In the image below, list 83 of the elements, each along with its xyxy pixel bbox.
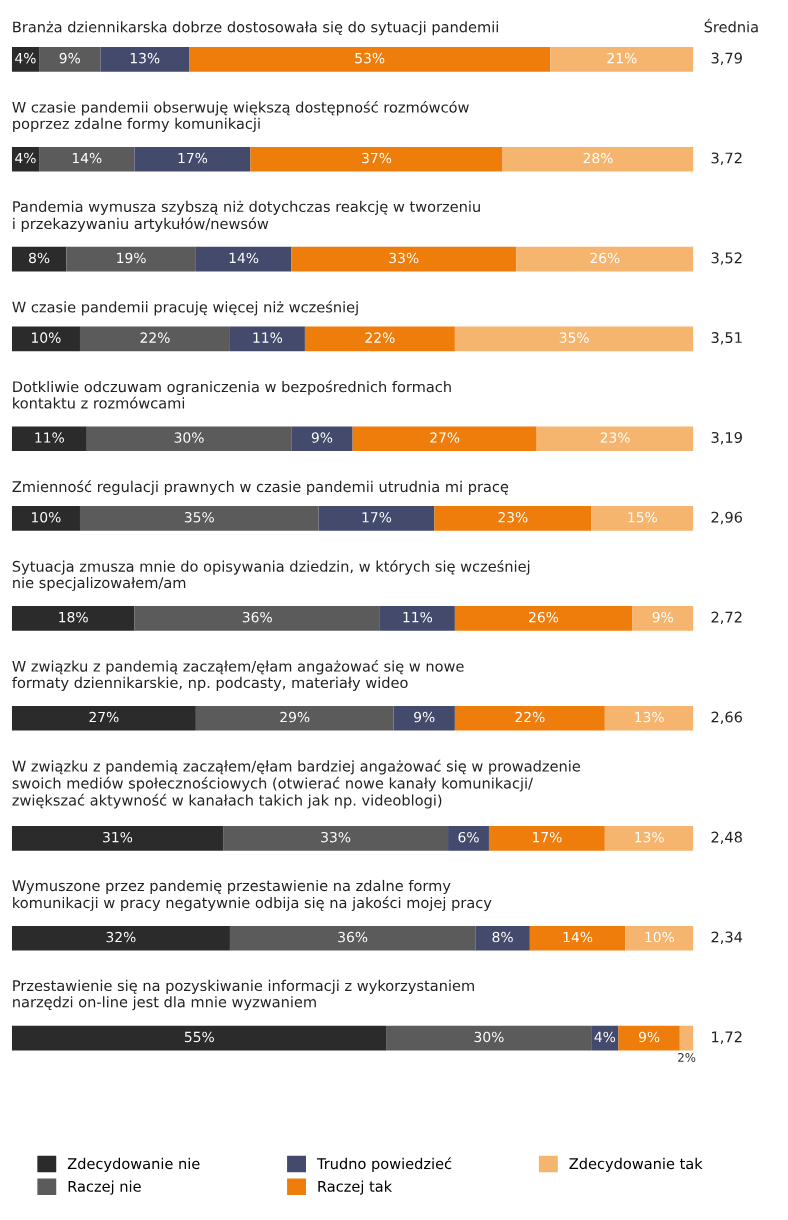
data-label: 35% [559,332,589,343]
text: 3,19 [711,431,742,445]
data-label: 4% [594,1031,616,1043]
data-label: 9% [311,432,333,443]
text: 1,72 [712,1031,742,1044]
y-tick-label: Przestawienie się na pozyskiwanie informacji z wykorzystaniem narzędzi on-line jest dla mnie wyzwaniem [13,979,474,1011]
data-label: 9% [414,711,435,723]
data-label: 8% [29,252,50,264]
data-label: 10% [645,931,675,943]
text: 2,48 [711,831,742,845]
legend-label: Zdecydowanie nie [67,1157,200,1172]
data-label: 13% [635,711,664,723]
legend-label: Raczej nie [68,1180,141,1195]
text: 2,96 [711,511,743,525]
data-label: 17% [532,831,562,843]
data-label: 11% [253,332,283,343]
data-label: 9% [652,611,674,623]
data-label: 33% [321,831,351,843]
y-tick-label: Pandemia wymusza szybszą niż dotychczas reakcję w tworzeniu i przekazywaniu artykułów/newsów [13,200,480,232]
data-label: 4% [15,152,36,164]
text: 3,52 [711,252,742,265]
data-label: 30% [174,432,204,443]
data-label: 17% [362,511,392,523]
data-label: 23% [498,511,528,523]
legend-label: Zdecydowanie tak [569,1157,703,1172]
data-label: 23% [600,432,630,443]
data-label: 14% [563,931,593,943]
y-tick-label: Dotkliwie odczuwam ograniczenia w bezpośrednich formach kontaktu z rozmówcami [13,380,451,409]
data-label: 29% [280,711,310,723]
text: 3,72 [711,152,742,165]
text: 2,72 [711,611,742,625]
data-label: 13% [130,52,160,64]
y-tick-label: Sytuacja zmusza mnie do opisywania dziedzin, w których się wcześniej nie specjalizowałem/am [12,559,530,592]
data-label: 14% [229,252,259,264]
data-label: 13% [635,831,664,843]
data-label: 15% [628,511,657,523]
y-tick-label: Branża dziennikarska dobrze dostosowała się do sytuacji pandemii [13,21,498,36]
data-label: 10% [31,511,61,523]
legend-label: Raczej tak [318,1180,393,1195]
data-label: 26% [590,252,620,264]
data-label: 36% [242,611,272,623]
data-label: 35% [184,511,214,523]
data-label: 36% [338,931,368,943]
data-label: 11% [35,432,64,443]
data-label: 37% [362,152,392,164]
y-tick-label: Wymuszone przez pandemię przestawienie na zdalne formy komunikacji w pracy negatywnie odbija się na jakości mojej pracy [12,879,492,912]
y-tick-label: Zmienność regulacji prawnych w czasie pandemii utrudnia mi pracę [12,480,509,495]
text: 2,66 [711,711,743,724]
data-label: 10% [31,332,61,343]
data-label: 28% [583,152,613,164]
y-tick-label: W związku z pandemią zacząłem/ęłam bardziej angażować się w prowadzenie swoich mediów społecznościowych (otwierać nowe kanały komunikacji/ zwiększać aktywność w kanałach takich jak np. videoblogi) [12,759,581,809]
data-label: 33% [389,252,419,264]
data-label: 31% [103,831,133,843]
data-label: 9% [638,1031,660,1043]
data-label: 27% [430,432,460,443]
data-label: 2% [678,1052,696,1062]
data-label: 4% [15,52,36,64]
text: Średnia [704,18,758,33]
text: 2,34 [711,931,743,944]
legend-label: Trudno powiedzieć [316,1157,452,1172]
data-label: 22% [140,332,170,343]
data-label: 18% [59,611,88,623]
data-label: 14% [72,152,102,164]
data-label: 30% [474,1031,504,1043]
data-label: 19% [117,252,146,264]
y-tick-label: W czasie pandemii obserwuję większą dostępność rozmówców poprzez zdalne formy komunikacji [12,100,469,132]
data-label: 11% [403,611,433,623]
text: 3,51 [711,332,742,345]
data-label: 21% [607,52,637,64]
data-label: 55% [184,1031,214,1043]
data-label: 53% [355,52,385,64]
data-label: 32% [106,931,136,943]
data-label: 6% [458,831,479,843]
y-tick-label: W czasie pandemii pracuję więcej niż wcześniej [12,300,358,316]
data-label: 8% [492,931,513,943]
y-tick-label: W związku z pandemią zacząłem/ęłam angażować się w nowe formaty dziennikarskie, np. podcasty, materiały wideo [12,659,464,691]
data-label: 9% [59,52,81,64]
data-label: 26% [529,611,559,623]
data-label: 22% [515,711,545,723]
text: 3,79 [711,52,742,66]
data-label: 17% [178,152,208,164]
data-label: 27% [89,711,119,723]
data-label: 22% [365,332,395,343]
